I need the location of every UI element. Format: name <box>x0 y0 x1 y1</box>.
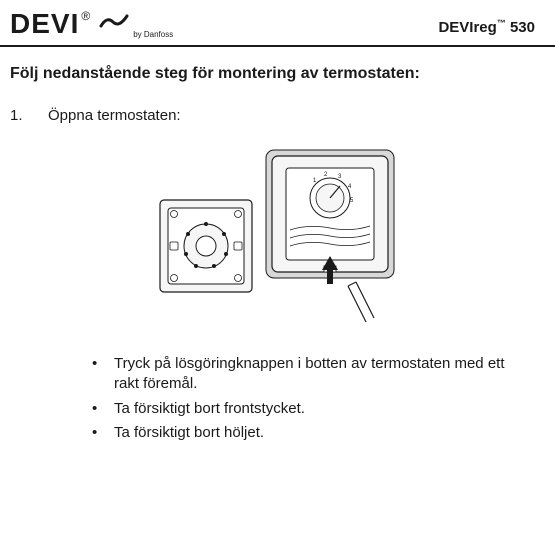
brand-logo: DEVI ® by Danfoss <box>10 10 173 39</box>
bullet-dot-icon: • <box>92 423 114 443</box>
step-row: 1. Öppna termostaten: <box>0 107 555 124</box>
product-model: 530 <box>506 19 535 36</box>
step-number: 1. <box>10 107 48 124</box>
bullet-dot-icon: • <box>92 354 114 395</box>
main-heading: Följ nedanstående steg för montering av … <box>0 65 555 83</box>
list-item: • Ta försiktigt bort frontstycket. <box>92 399 525 419</box>
bullet-list: • Tryck på lösgöringknappen i botten av … <box>0 354 555 443</box>
list-item: • Tryck på lösgöringknappen i botten av … <box>92 354 525 395</box>
trademark-mark: ™ <box>497 18 506 28</box>
product-name: DEVIreg™ 530 <box>438 18 535 36</box>
logo-word: DEVI <box>10 10 79 38</box>
list-item: • Ta försiktigt bort höljet. <box>92 423 525 443</box>
diagram-container: 1 2 3 4 5 <box>0 138 555 338</box>
step-title: Öppna termostaten: <box>48 107 181 124</box>
product-base: DEVIreg <box>438 19 496 36</box>
logo-tagline: by Danfoss <box>133 30 173 39</box>
logo-text: DEVI ® <box>10 10 91 38</box>
thermostat-diagram: 1 2 3 4 5 <box>148 138 408 338</box>
backplate-icon <box>160 200 252 292</box>
bullet-dot-icon: • <box>92 399 114 419</box>
page-header: DEVI ® by Danfoss DEVIreg™ 530 <box>0 0 555 47</box>
bullet-text: Ta försiktigt bort frontstycket. <box>114 399 525 419</box>
bullet-text: Ta försiktigt bort höljet. <box>114 423 525 443</box>
tool-icon <box>348 282 374 322</box>
logo-swoosh-icon <box>99 12 129 37</box>
bullet-text: Tryck på lösgöringknappen i botten av te… <box>114 354 525 395</box>
registered-mark: ® <box>81 10 91 22</box>
